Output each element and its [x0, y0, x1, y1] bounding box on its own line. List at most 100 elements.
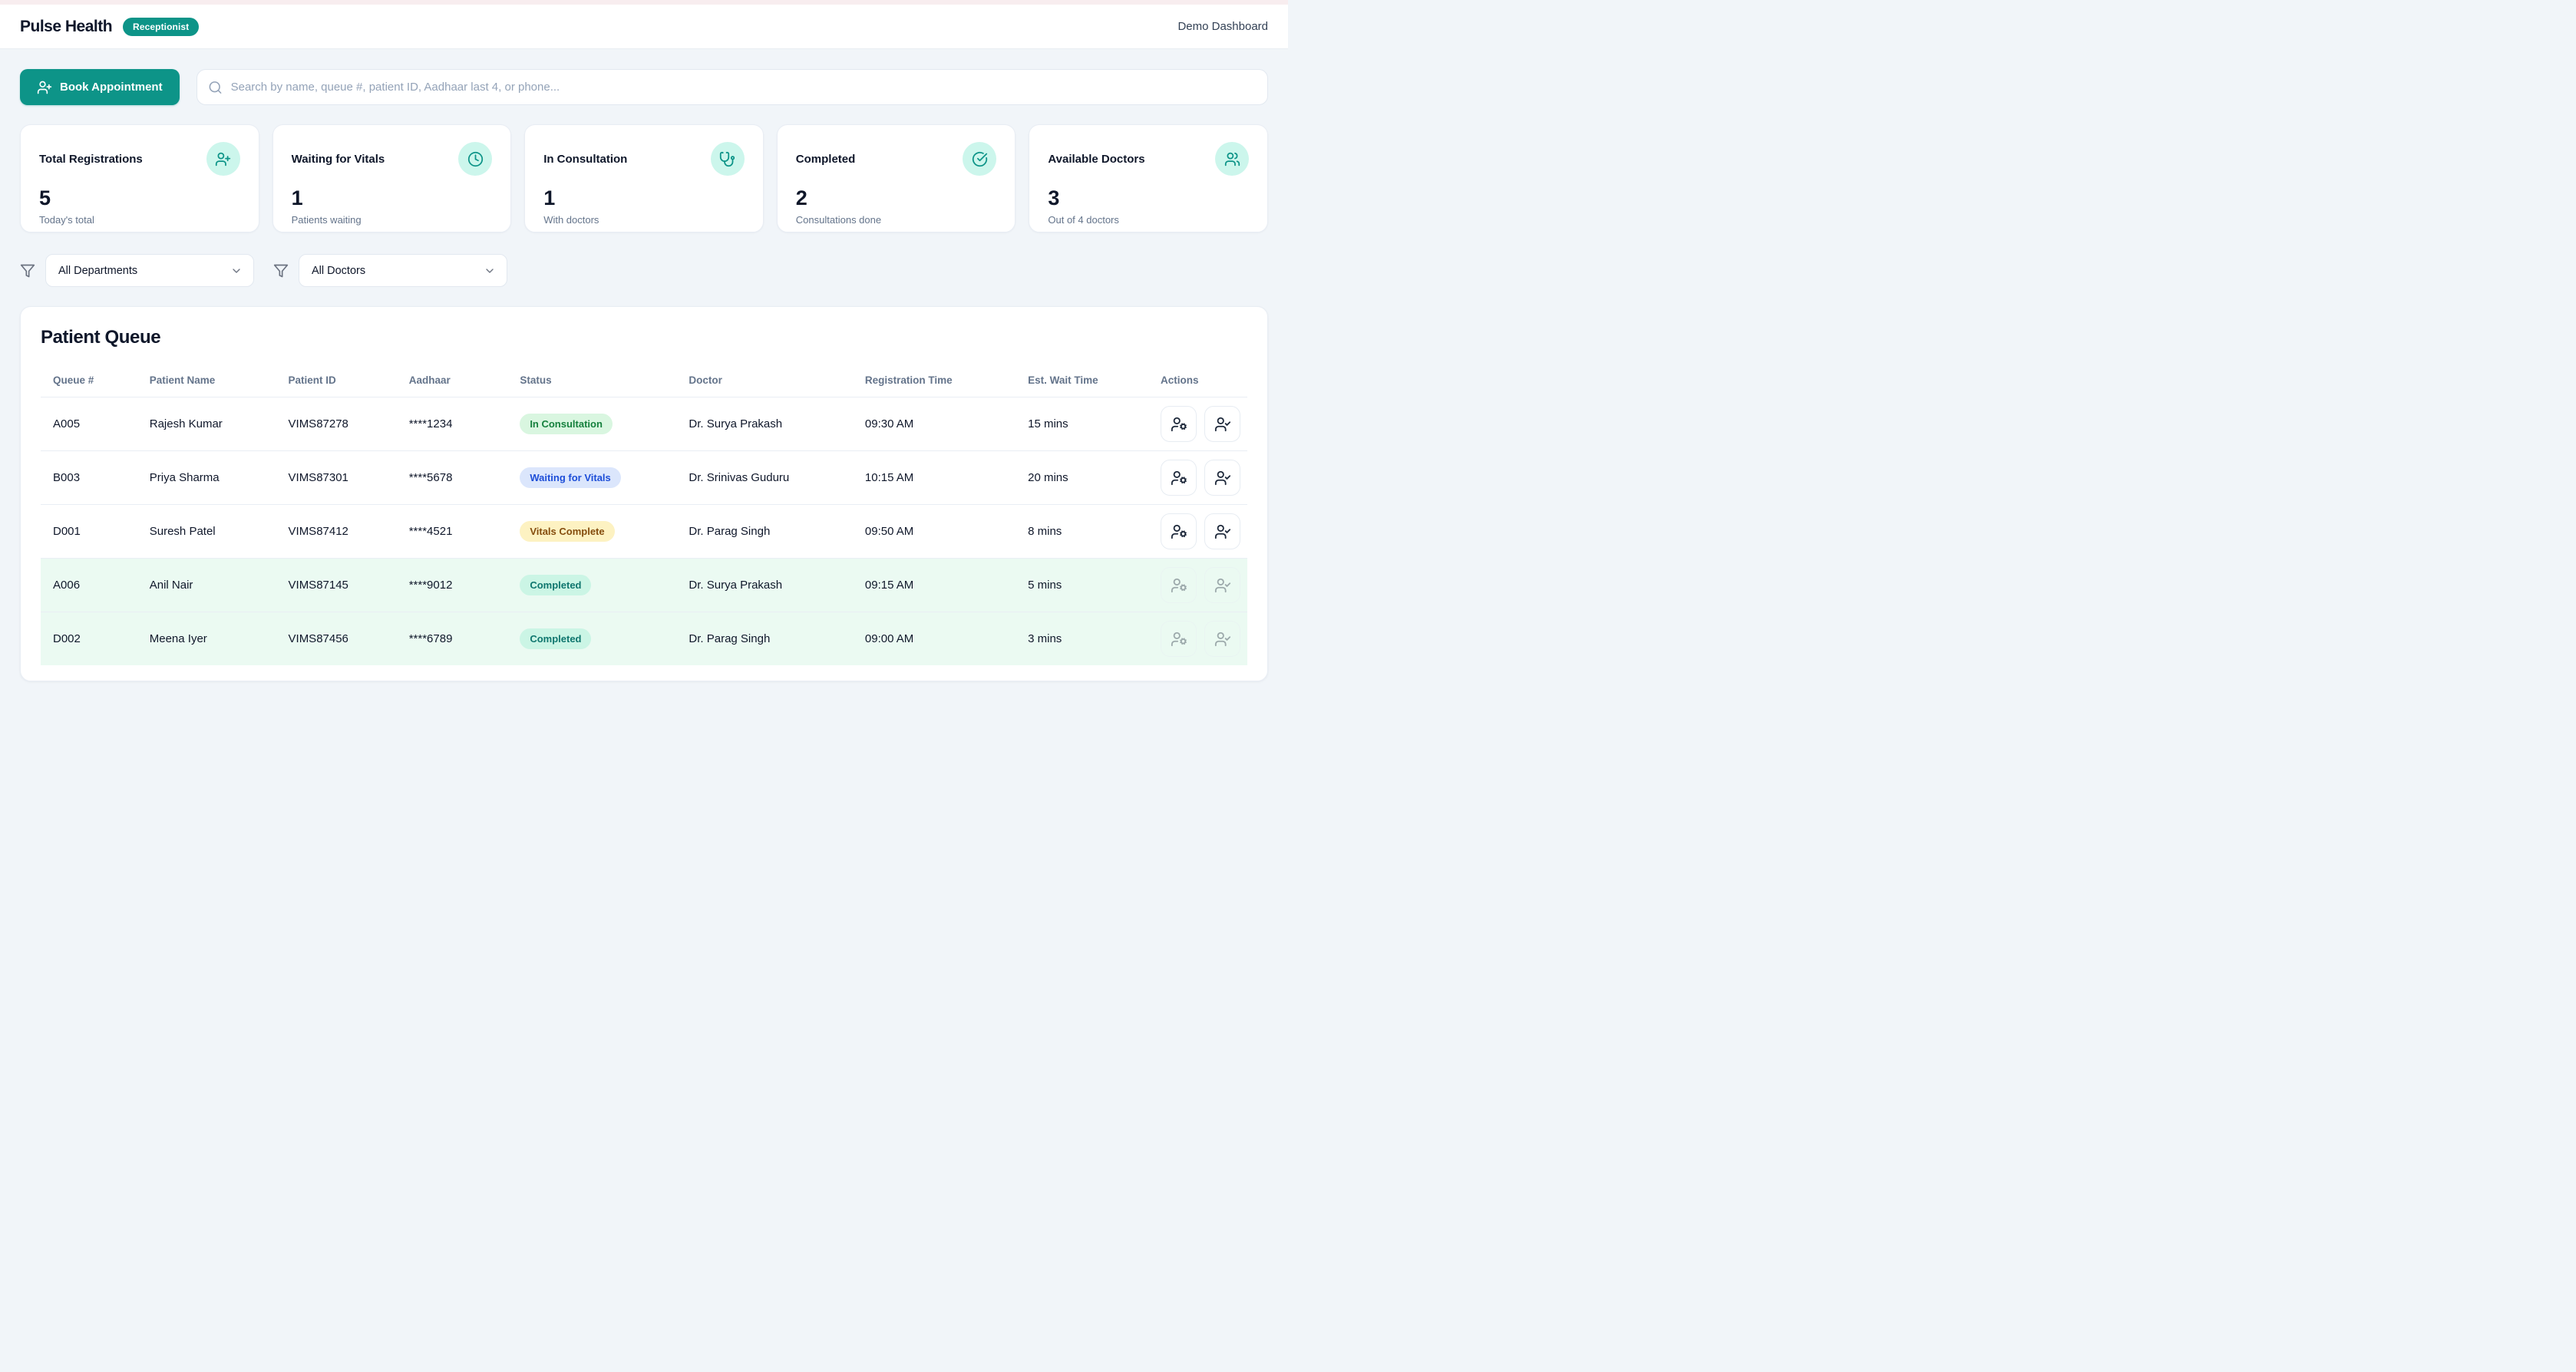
- user-check-icon: [1214, 470, 1231, 486]
- registration-time: 09:00 AM: [864, 632, 914, 645]
- registration-time: 10:15 AM: [864, 471, 914, 484]
- filters-row: All Departments All Doctors: [20, 254, 1268, 287]
- clock-icon: [458, 142, 493, 176]
- queue-number: D002: [53, 632, 81, 645]
- actions-cell: [1161, 451, 1241, 504]
- patient-queue-card: Patient Queue Queue # Patient Name Patie…: [20, 306, 1268, 681]
- stat-card-completed: Completed 2 Consultations done: [776, 124, 1016, 233]
- assign-doctor-button[interactable]: [1161, 406, 1197, 442]
- user-plus-icon: [206, 142, 240, 176]
- aadhaar-masked: ****6789: [408, 632, 453, 645]
- stat-value: 5: [39, 186, 51, 209]
- search-bar: [196, 69, 1268, 105]
- assign-doctor-button[interactable]: [1161, 460, 1197, 496]
- table-row: D002 Meena Iyer VIMS87456 ****6789 Compl…: [41, 612, 1247, 665]
- check-circle-icon: [963, 142, 997, 176]
- patient-name: Rajesh Kumar: [149, 417, 223, 430]
- patient-name: Priya Sharma: [149, 471, 220, 484]
- wait-time: 20 mins: [1028, 471, 1068, 484]
- assign-doctor-button: [1161, 621, 1197, 657]
- user-gear-icon: [1171, 470, 1187, 486]
- column-header-doctor: Doctor: [689, 374, 722, 386]
- patient-name: Anil Nair: [149, 579, 193, 592]
- column-header-patient-id: Patient ID: [288, 374, 336, 386]
- user-plus-icon: [37, 80, 52, 95]
- user-check-icon: [1214, 577, 1231, 594]
- status-badge: In Consultation: [520, 414, 613, 434]
- queue-number: D001: [53, 525, 81, 538]
- users-icon: [1215, 142, 1249, 176]
- doctor-name: Dr. Parag Singh: [689, 632, 771, 645]
- wait-time: 15 mins: [1028, 417, 1068, 430]
- wait-time: 8 mins: [1028, 525, 1062, 538]
- stat-card-available-doctors: Available Doctors 3 Out of 4 doctors: [1029, 124, 1268, 233]
- department-filter-group: All Departments: [20, 254, 254, 287]
- doctor-name: Dr. Surya Prakash: [689, 579, 783, 592]
- patient-id: VIMS87301: [288, 471, 348, 484]
- wait-time: 5 mins: [1028, 579, 1062, 592]
- user-gear-icon: [1171, 577, 1187, 594]
- search-icon: [209, 81, 222, 94]
- book-appointment-label: Book Appointment: [60, 81, 163, 94]
- role-badge: Receptionist: [123, 17, 200, 36]
- queue-number: B003: [53, 471, 81, 484]
- department-select[interactable]: All Departments: [45, 254, 254, 287]
- mark-complete-button: [1204, 567, 1241, 603]
- book-appointment-button[interactable]: Book Appointment: [20, 69, 180, 105]
- stat-card-total-registrations: Total Registrations 5 Today's total: [20, 124, 259, 233]
- user-check-icon: [1214, 523, 1231, 540]
- stat-subtitle: Out of 4 doctors: [1048, 214, 1119, 226]
- queue-number: A005: [53, 417, 81, 430]
- user-gear-icon: [1171, 416, 1187, 433]
- stat-label: Total Registrations: [39, 152, 143, 166]
- wait-time: 3 mins: [1028, 632, 1062, 645]
- stat-subtitle: Today's total: [39, 214, 94, 226]
- patient-id: VIMS87278: [288, 417, 348, 430]
- assign-doctor-button: [1161, 567, 1197, 603]
- doctor-select[interactable]: All Doctors: [299, 254, 507, 287]
- user-gear-icon: [1171, 631, 1187, 648]
- mark-complete-button[interactable]: [1204, 513, 1241, 549]
- user-gear-icon: [1171, 523, 1187, 540]
- actions-cell: [1161, 397, 1241, 450]
- column-header-wait-time: Est. Wait Time: [1028, 374, 1098, 386]
- aadhaar-masked: ****9012: [408, 579, 453, 592]
- actions-cell: [1161, 612, 1241, 665]
- main-content: Book Appointment Total Registrations 5 T…: [0, 49, 1288, 681]
- aadhaar-masked: ****1234: [408, 417, 453, 430]
- patient-queue-table: Queue # Patient Name Patient ID Aadhaar …: [41, 365, 1247, 665]
- column-header-actions: Actions: [1161, 374, 1199, 386]
- status-badge: Waiting for Vitals: [520, 467, 621, 488]
- filter-icon: [273, 264, 289, 277]
- aadhaar-masked: ****5678: [408, 471, 453, 484]
- status-badge: Vitals Complete: [520, 521, 615, 542]
- actions-cell: [1161, 505, 1241, 558]
- mark-complete-button[interactable]: [1204, 406, 1241, 442]
- department-select-value: All Departments: [58, 264, 138, 277]
- stethoscope-icon: [710, 142, 745, 176]
- chevron-down-icon: [486, 268, 494, 273]
- chevron-down-icon: [233, 268, 240, 273]
- search-input[interactable]: [196, 69, 1268, 105]
- assign-doctor-button[interactable]: [1161, 513, 1197, 549]
- mark-complete-button: [1204, 621, 1241, 657]
- mark-complete-button[interactable]: [1204, 460, 1241, 496]
- patient-id: VIMS87412: [288, 525, 348, 538]
- patient-id: VIMS87456: [288, 632, 348, 645]
- doctor-name: Dr. Surya Prakash: [689, 417, 783, 430]
- stats-row: Total Registrations 5 Today's total Wait…: [20, 124, 1268, 233]
- app-header: Pulse Health Receptionist Demo Dashboard: [0, 5, 1288, 49]
- table-row: A006 Anil Nair VIMS87145 ****9012 Comple…: [41, 558, 1247, 612]
- stat-card-in-consultation: In Consultation 1 With doctors: [524, 124, 764, 233]
- stat-value: 3: [1048, 186, 1059, 209]
- queue-number: A006: [53, 579, 81, 592]
- table-row: D001 Suresh Patel VIMS87412 ****4521 Vit…: [41, 504, 1247, 559]
- queue-title: Patient Queue: [41, 327, 161, 348]
- filter-icon: [20, 264, 35, 277]
- column-header-status: Status: [520, 374, 552, 386]
- status-badge: Completed: [520, 628, 592, 649]
- stat-value: 2: [795, 186, 807, 209]
- patient-id: VIMS87145: [288, 579, 348, 592]
- demo-dashboard-link[interactable]: Demo Dashboard: [1177, 20, 1268, 33]
- patient-name: Suresh Patel: [149, 525, 216, 538]
